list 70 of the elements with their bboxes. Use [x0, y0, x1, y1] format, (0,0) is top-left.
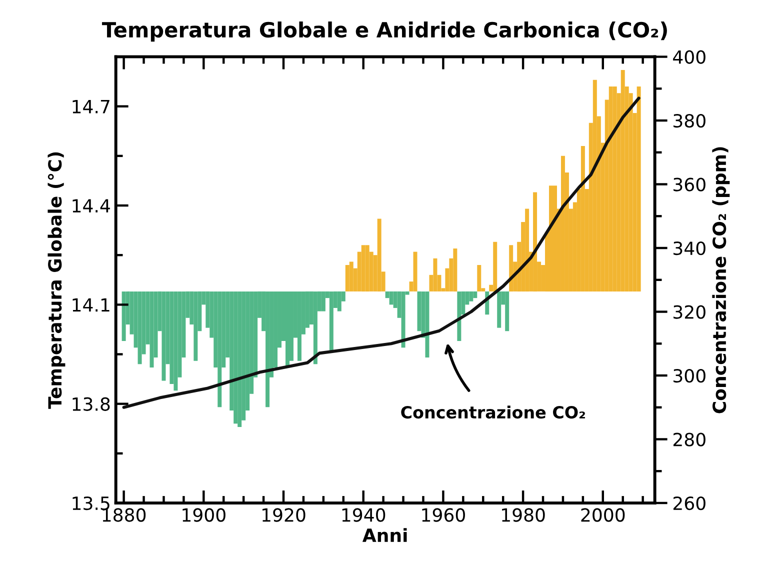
- bar: [321, 291, 326, 312]
- y2-tick-label: 340: [674, 241, 706, 256]
- y-tick-label: 14.7: [72, 100, 110, 114]
- bar: [234, 291, 238, 424]
- bar: [286, 291, 290, 368]
- bar: [620, 70, 625, 292]
- x-tick-label: 1880: [102, 508, 146, 522]
- y2-axis-title: Concentrazione CO₂ (ppm): [712, 147, 730, 414]
- y2-tick-label: 380: [674, 114, 706, 128]
- bar: [194, 291, 198, 361]
- bar: [509, 245, 514, 292]
- bar: [138, 291, 142, 364]
- y2-tick-label: 320: [674, 305, 706, 319]
- bar: [389, 291, 394, 305]
- bar: [238, 291, 242, 427]
- bar: [592, 80, 597, 292]
- y-tick-label: 14.4: [72, 199, 110, 212]
- bar: [297, 291, 302, 361]
- x-tick-label: 1980: [502, 508, 545, 522]
- y-axis-title: Temperatura Globale (°C): [48, 152, 66, 409]
- bar: [162, 291, 166, 381]
- bar: [497, 291, 502, 328]
- x-tick-label: 1940: [342, 508, 386, 522]
- bar: [636, 86, 641, 292]
- y2-tick-label: 360: [674, 178, 706, 192]
- bar: [313, 291, 318, 364]
- y-tick-label: 13.5: [72, 496, 110, 510]
- y2-tick-label: 260: [673, 496, 706, 510]
- bar: [425, 291, 430, 358]
- chart-title: Temperatura Globale e Anidride Carbonica (CO₂): [102, 21, 667, 42]
- bar: [349, 262, 354, 292]
- bar: [552, 186, 557, 292]
- bar: [361, 245, 366, 292]
- bar: [122, 291, 126, 342]
- bar: [218, 291, 222, 408]
- x-axis-title: Anni: [362, 528, 407, 542]
- bar: [413, 252, 418, 292]
- x-tick-label: 1920: [262, 508, 306, 522]
- bar: [525, 208, 530, 292]
- bar: [473, 291, 478, 298]
- x-tick-label: 1900: [182, 508, 226, 522]
- bar: [612, 86, 617, 292]
- bar: [174, 291, 178, 391]
- bar: [433, 258, 438, 292]
- x-tick-label: 2000: [581, 508, 625, 522]
- bar: [469, 291, 474, 302]
- bar: [266, 291, 270, 408]
- bar: [329, 291, 334, 351]
- bar: [477, 265, 482, 292]
- annotation: Concentrazione CO₂: [401, 406, 585, 419]
- bar: [549, 186, 553, 292]
- bar: [560, 156, 565, 292]
- bar: [401, 291, 406, 348]
- y2-tick-label: 280: [673, 432, 706, 446]
- bar: [505, 291, 510, 332]
- y-tick-label: 14.1: [72, 298, 110, 312]
- bar: [453, 248, 458, 292]
- bar: [337, 291, 342, 312]
- bar: [608, 86, 613, 292]
- x-tick-label: 1960: [422, 508, 465, 522]
- y2-tick-label: 300: [674, 368, 706, 383]
- bar: [533, 192, 538, 292]
- bar: [493, 242, 498, 292]
- bar: [457, 291, 462, 342]
- y2-tick-label: 400: [673, 50, 706, 64]
- bar: [365, 245, 370, 292]
- bar: [377, 218, 382, 292]
- bar: [345, 265, 350, 292]
- bar: [580, 146, 585, 292]
- y-tick-label: 13.8: [72, 397, 110, 411]
